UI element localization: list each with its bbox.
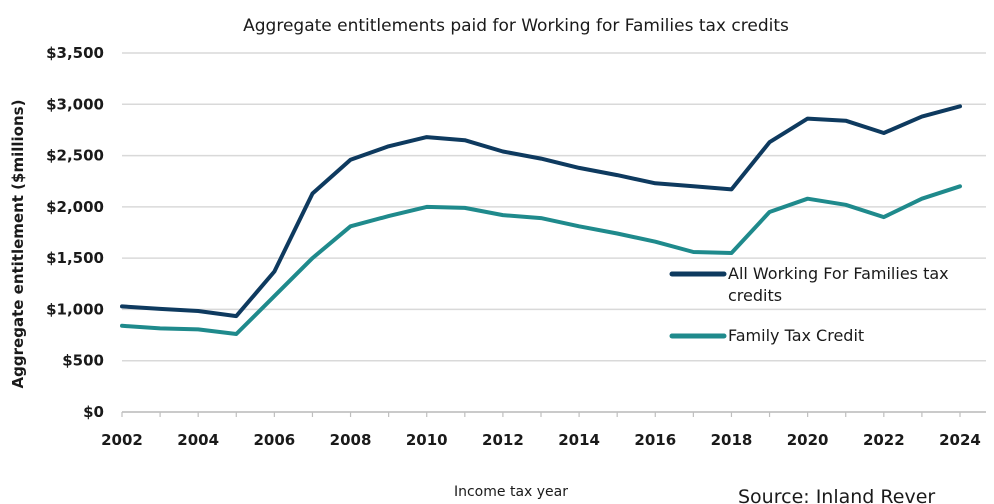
chart-title: Aggregate entitlements paid for Working … <box>243 16 789 36</box>
y-tick-label: $3,500 <box>46 44 104 62</box>
y-tick-label: $1,000 <box>46 300 104 318</box>
legend-label: All Working For Families tax credits <box>728 264 949 305</box>
y-axis-label: Aggregate entitlement ($millions) <box>9 100 27 389</box>
x-tick-label: 2018 <box>711 431 753 449</box>
y-tick-label: $1,500 <box>46 249 104 267</box>
x-tick-label: 2014 <box>558 431 600 449</box>
source-note: Source: Inland Rever <box>738 486 935 504</box>
x-tick-label: 2020 <box>787 431 829 449</box>
legend-label: Family Tax Credit <box>728 326 864 345</box>
x-tick-label: 2022 <box>863 431 905 449</box>
x-tick-label: 2012 <box>482 431 524 449</box>
legend: All Working For Families tax credits Famil… <box>669 264 949 345</box>
x-tick-label: 2004 <box>177 431 219 449</box>
y-axis-ticks: $0 $500 $1,000 $1,500 $2,000 $2,500 $3,000 $3,5… <box>46 44 104 421</box>
grid <box>122 52 986 413</box>
series-line-all-wff <box>120 104 962 319</box>
y-tick-label: $3,000 <box>46 95 104 113</box>
y-tick-label: $2,500 <box>46 147 104 165</box>
x-tick-label: 2006 <box>253 431 295 449</box>
x-tick-label: 2010 <box>406 431 448 449</box>
x-tick-label: 2008 <box>330 431 372 449</box>
series-lines <box>120 104 962 336</box>
x-axis-ticks: 2002 2004 2006 2008 2010 2012 2014 2016 2018 2020… <box>101 411 986 449</box>
x-tick-label: 2002 <box>101 431 143 449</box>
y-tick-label: $500 <box>62 352 104 370</box>
y-tick-label: $2,000 <box>46 198 104 216</box>
x-axis-label: Income tax year <box>454 484 568 500</box>
x-tick-label: 2016 <box>634 431 676 449</box>
series-line-family-tax-credit <box>120 184 962 336</box>
y-tick-label: $0 <box>83 403 104 421</box>
x-tick-label: 2024 <box>939 431 981 449</box>
